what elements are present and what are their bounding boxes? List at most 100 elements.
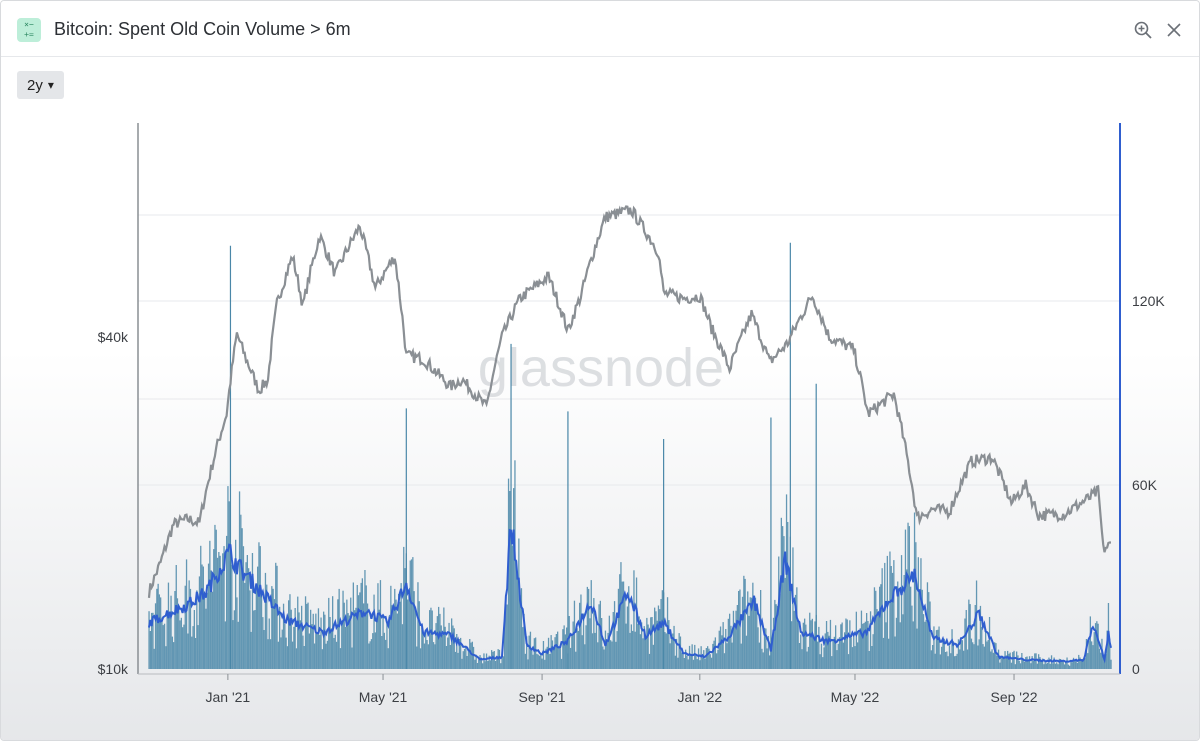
volume-bar — [1071, 662, 1073, 669]
volume-bar — [418, 601, 420, 669]
volume-bar — [394, 588, 396, 669]
volume-bar — [498, 649, 501, 669]
zoom-in-icon[interactable] — [1132, 19, 1154, 41]
volume-bar — [694, 644, 696, 669]
right-tick-label: 0 — [1132, 661, 1140, 677]
volume-bar — [611, 641, 613, 669]
volume-bar — [281, 629, 283, 669]
volume-bar — [194, 638, 197, 669]
volume-bar — [1066, 657, 1068, 669]
volume-bar — [703, 650, 705, 669]
volume-bar — [1045, 663, 1047, 669]
volume-bar — [994, 642, 996, 669]
volume-bar — [628, 586, 630, 669]
volume-bar — [170, 595, 172, 669]
volume-bar — [166, 614, 168, 669]
volume-bar — [386, 623, 388, 669]
volume-bar — [297, 596, 299, 669]
volume-bar — [906, 569, 908, 669]
volume-bar — [496, 658, 498, 669]
volume-bar — [176, 598, 179, 669]
volume-bar — [995, 643, 997, 669]
volume-bar — [403, 546, 405, 669]
volume-bar — [747, 591, 749, 669]
volume-bar — [942, 641, 944, 669]
volume-bar — [934, 653, 936, 669]
volume-bar — [828, 635, 830, 669]
volume-bar — [779, 594, 781, 669]
volume-bar — [897, 581, 899, 669]
volume-bar — [814, 621, 816, 669]
volume-bar — [731, 642, 733, 669]
range-selector[interactable]: 2y ▾ — [17, 71, 64, 99]
volume-bar — [1027, 660, 1029, 669]
volume-bar — [560, 658, 563, 669]
volume-bar — [480, 657, 482, 669]
volume-bar — [575, 651, 577, 669]
close-icon[interactable] — [1163, 19, 1185, 41]
volume-bar — [939, 654, 941, 669]
volume-bar — [895, 617, 898, 669]
volume-bar — [1023, 661, 1026, 669]
volume-bar — [1035, 653, 1037, 669]
x-tick-label: Jan '22 — [677, 689, 722, 705]
volume-bar — [778, 556, 780, 669]
volume-bar — [413, 591, 415, 669]
volume-bar — [963, 650, 965, 669]
volume-bar — [317, 608, 320, 669]
volume-bar — [651, 617, 653, 669]
volume-bar — [483, 653, 485, 669]
volume-bar — [666, 597, 669, 669]
volume-bar — [259, 546, 261, 669]
volume-bar — [881, 568, 883, 669]
volume-bar — [975, 580, 978, 669]
volume-bar — [1056, 662, 1058, 669]
volume-bar — [1060, 659, 1062, 669]
volume-bar — [761, 648, 763, 669]
volume-bar — [390, 585, 392, 669]
volume-bar — [864, 621, 866, 669]
volume-bar — [857, 642, 859, 669]
volume-bar — [965, 610, 967, 669]
volume-bar — [339, 648, 342, 669]
volume-bar — [1007, 650, 1009, 669]
volume-bar — [344, 626, 347, 669]
volume-bar — [884, 562, 886, 669]
volume-bar — [718, 630, 720, 669]
volume-bar — [692, 659, 695, 669]
volume-bar — [576, 628, 578, 669]
volume-bar — [547, 637, 550, 669]
volume-bar — [417, 582, 419, 669]
volume-bar — [837, 643, 839, 669]
volume-bar — [735, 610, 737, 669]
volume-bar — [876, 609, 878, 669]
volume-bar — [810, 620, 812, 669]
volume-bar — [624, 593, 626, 669]
volume-bar — [873, 587, 876, 669]
volume-bar — [1087, 653, 1089, 669]
volume-bar — [184, 585, 186, 669]
volume-bar — [414, 606, 417, 669]
volume-bar — [291, 641, 294, 669]
volume-bar — [566, 627, 568, 669]
volume-bar — [535, 637, 537, 669]
volume-bar — [674, 655, 676, 669]
volume-bar — [408, 593, 410, 669]
volume-bar — [1091, 641, 1093, 669]
volume-bar — [867, 621, 869, 669]
volume-bar — [430, 607, 432, 669]
volume-bar — [621, 581, 623, 669]
volume-bar — [916, 628, 918, 669]
volume-bar — [818, 626, 820, 669]
volume-bar — [1044, 661, 1046, 669]
volume-bar — [343, 602, 345, 669]
volume-bar — [334, 634, 336, 669]
volume-bar — [625, 623, 627, 669]
volume-bar — [466, 656, 468, 669]
volume-bar — [431, 610, 433, 669]
volume-bar — [449, 645, 451, 669]
volume-bar — [445, 646, 448, 669]
volume-bar — [1019, 663, 1022, 669]
volume-bar — [197, 625, 199, 669]
